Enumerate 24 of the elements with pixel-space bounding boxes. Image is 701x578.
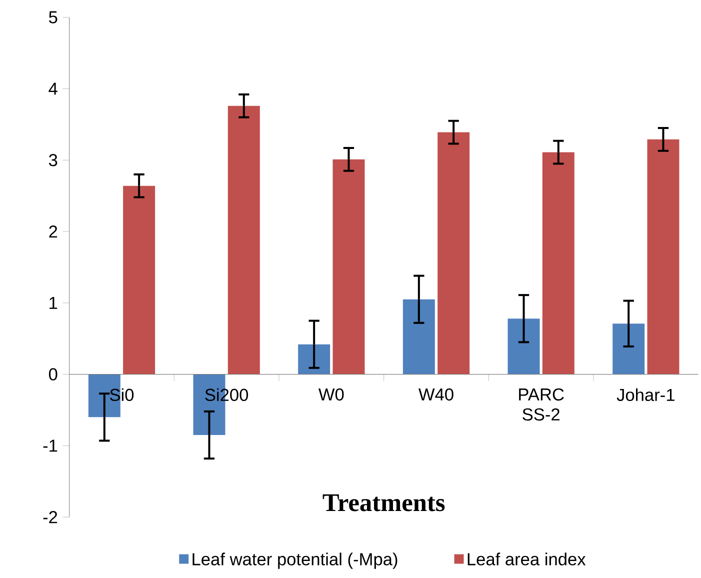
legend-label: Leaf area index: [468, 552, 586, 566]
y-tick-label: 0: [48, 368, 58, 380]
bar: [508, 318, 540, 374]
bar: [647, 139, 680, 374]
x-axis-title: Treatments: [322, 494, 445, 512]
x-tick-label: W0: [318, 388, 344, 400]
legend-label: Leaf water potential (-Mpa): [192, 552, 398, 569]
bar: [228, 106, 260, 374]
y-tick-label: 5: [48, 11, 58, 24]
y-tick-label: 2: [49, 225, 58, 238]
y-tick-label: 4: [48, 82, 58, 94]
x-tick-label: W40: [418, 388, 454, 400]
y-tick-label: -1: [43, 440, 58, 452]
y-tick-label: 1: [50, 296, 58, 309]
x-tick-label: PARC SS-2: [519, 388, 564, 420]
y-tick-label: -2: [43, 510, 58, 523]
y-tick-label: 3: [48, 154, 58, 166]
bar: [332, 159, 365, 374]
bar: [438, 132, 470, 374]
bar: [123, 186, 156, 374]
bar: [612, 323, 645, 374]
x-tick-label: Johar-1: [616, 388, 674, 401]
bar: [542, 152, 574, 374]
bar: [402, 299, 435, 374]
